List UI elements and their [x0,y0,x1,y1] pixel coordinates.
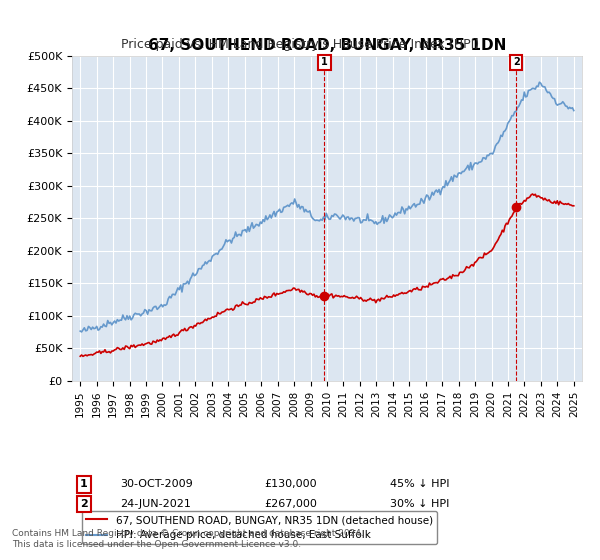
Text: 24-JUN-2021: 24-JUN-2021 [120,499,191,509]
Title: 67, SOUTHEND ROAD, BUNGAY, NR35 1DN: 67, SOUTHEND ROAD, BUNGAY, NR35 1DN [148,39,506,53]
Legend: 67, SOUTHEND ROAD, BUNGAY, NR35 1DN (detached house), HPI: Average price, detach: 67, SOUTHEND ROAD, BUNGAY, NR35 1DN (det… [82,511,437,544]
Text: Price paid vs. HM Land Registry's House Price Index (HPI): Price paid vs. HM Land Registry's House … [121,38,479,50]
Text: 30% ↓ HPI: 30% ↓ HPI [390,499,449,509]
Text: 30-OCT-2009: 30-OCT-2009 [120,479,193,489]
Text: £267,000: £267,000 [264,499,317,509]
Text: £130,000: £130,000 [264,479,317,489]
Text: 1: 1 [80,479,88,489]
Text: 1: 1 [321,58,328,68]
Text: 2: 2 [80,499,88,509]
Text: Contains HM Land Registry data © Crown copyright and database right 2024.
This d: Contains HM Land Registry data © Crown c… [12,529,364,549]
Text: 45% ↓ HPI: 45% ↓ HPI [390,479,449,489]
Text: 2: 2 [513,58,520,68]
